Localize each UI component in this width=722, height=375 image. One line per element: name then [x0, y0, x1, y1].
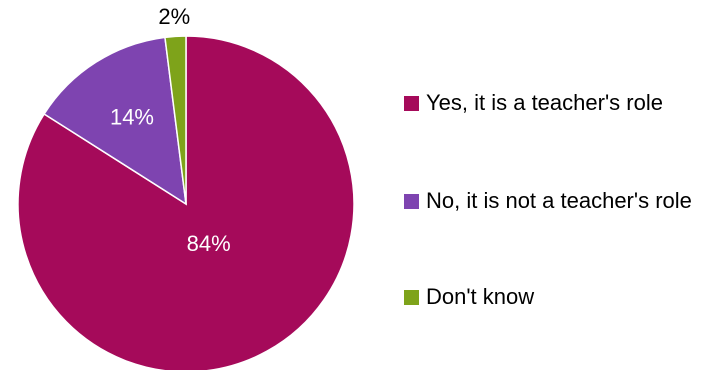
pie-label-dont-know: 2% [158, 4, 190, 29]
legend-item-no: No, it is not a teacher's role [404, 186, 711, 216]
legend-label-no: No, it is not a teacher's role [426, 188, 692, 213]
chart-legend: Yes, it is a teacher's role No, it is no… [404, 0, 714, 370]
legend-swatch-no [404, 194, 419, 209]
pie-label-no: 14% [110, 105, 154, 130]
legend-swatch-yes [404, 96, 419, 111]
legend-swatch-dont-know [404, 290, 419, 305]
legend-item-yes: Yes, it is a teacher's role [404, 88, 711, 118]
pie-slice-no [43, 36, 187, 206]
pie-slice-yes [17, 35, 355, 373]
pie-slice-dont-know [164, 35, 187, 205]
pie-label-yes: 84% [187, 231, 231, 256]
legend-label-yes: Yes, it is a teacher's role [426, 90, 663, 115]
legend-item-dont-know: Don't know [404, 282, 711, 312]
legend-label-dont-know: Don't know [426, 284, 535, 309]
